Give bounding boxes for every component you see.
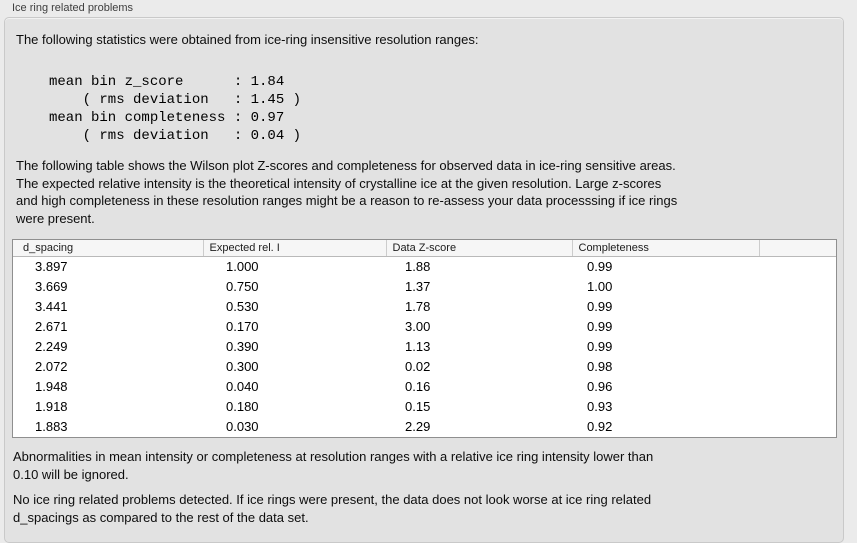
cell-completeness: 0.93 <box>572 396 759 416</box>
cell-data-z-score: 1.13 <box>386 336 572 356</box>
cell-empty <box>759 256 836 276</box>
cell-completeness: 0.99 <box>572 336 759 356</box>
cell-empty <box>759 376 836 396</box>
cell-empty <box>759 356 836 376</box>
cell-expected-rel-i: 0.030 <box>203 416 386 436</box>
cell-completeness: 0.96 <box>572 376 759 396</box>
cell-data-z-score: 0.16 <box>386 376 572 396</box>
cell-expected-rel-i: 0.390 <box>203 336 386 356</box>
table-row[interactable]: 3.669 0.750 1.37 1.00 <box>13 276 836 296</box>
cell-empty <box>759 416 836 436</box>
cell-d-spacing: 1.918 <box>13 396 203 416</box>
cell-completeness: 1.00 <box>572 276 759 296</box>
table-row[interactable]: 1.948 0.040 0.16 0.96 <box>13 376 836 396</box>
cell-expected-rel-i: 0.530 <box>203 296 386 316</box>
table-row[interactable]: 3.897 1.000 1.88 0.99 <box>13 256 836 276</box>
cell-d-spacing: 1.948 <box>13 376 203 396</box>
cell-d-spacing: 2.249 <box>13 336 203 356</box>
cell-empty <box>759 396 836 416</box>
cell-empty <box>759 336 836 356</box>
table-row[interactable]: 2.249 0.390 1.13 0.99 <box>13 336 836 356</box>
ice-ring-panel: The following statistics were obtained f… <box>4 17 844 543</box>
cell-completeness: 0.99 <box>572 296 759 316</box>
stats-intro-text: The following statistics were obtained f… <box>16 32 479 47</box>
table-row[interactable]: 1.883 0.030 2.29 0.92 <box>13 416 836 436</box>
cell-completeness: 0.99 <box>572 256 759 276</box>
cell-d-spacing: 1.883 <box>13 416 203 436</box>
cell-expected-rel-i: 0.170 <box>203 316 386 336</box>
cell-data-z-score: 2.29 <box>386 416 572 436</box>
table-description-text: The following table shows the Wilson plo… <box>16 158 678 226</box>
cell-d-spacing: 3.669 <box>13 276 203 296</box>
ignore-note-text: Abnormalities in mean intensity or compl… <box>13 449 654 482</box>
cell-data-z-score: 0.15 <box>386 396 572 416</box>
cell-empty <box>759 276 836 296</box>
cell-empty <box>759 316 836 336</box>
column-header-completeness[interactable]: Completeness <box>571 240 759 257</box>
column-header-expected-rel-i[interactable]: Expected rel. I <box>202 240 386 257</box>
cell-expected-rel-i: 0.040 <box>203 376 386 396</box>
cell-completeness: 0.98 <box>572 356 759 376</box>
cell-expected-rel-i: 1.000 <box>203 256 386 276</box>
table-header-row: d_spacing Expected rel. I Data Z-score C… <box>13 240 836 257</box>
column-header-d-spacing[interactable]: d_spacing <box>13 240 203 257</box>
cell-d-spacing: 2.671 <box>13 316 203 336</box>
table-row[interactable]: 1.918 0.180 0.15 0.93 <box>13 396 836 416</box>
cell-completeness: 0.92 <box>572 416 759 436</box>
cell-completeness: 0.99 <box>572 316 759 336</box>
cell-expected-rel-i: 0.300 <box>203 356 386 376</box>
cell-data-z-score: 1.88 <box>386 256 572 276</box>
cell-d-spacing: 3.897 <box>13 256 203 276</box>
section-title: Ice ring related problems <box>12 2 134 14</box>
cell-d-spacing: 2.072 <box>13 356 203 376</box>
stats-summary-block: mean bin z_score : 1.84 ( rms deviation … <box>49 74 302 144</box>
column-header-empty <box>758 240 836 257</box>
column-header-data-z-score[interactable]: Data Z-score <box>385 240 572 257</box>
cell-expected-rel-i: 0.750 <box>203 276 386 296</box>
cell-data-z-score: 3.00 <box>386 316 572 336</box>
conclusion-text: No ice ring related problems detected. I… <box>13 492 652 525</box>
cell-empty <box>759 296 836 316</box>
cell-data-z-score: 1.37 <box>386 276 572 296</box>
cell-d-spacing: 3.441 <box>13 296 203 316</box>
cell-data-z-score: 0.02 <box>386 356 572 376</box>
cell-expected-rel-i: 0.180 <box>203 396 386 416</box>
table-row[interactable]: 3.441 0.530 1.78 0.99 <box>13 296 836 316</box>
table-row[interactable]: 2.671 0.170 3.00 0.99 <box>13 316 836 336</box>
table-row[interactable]: 2.072 0.300 0.02 0.98 <box>13 356 836 376</box>
cell-data-z-score: 1.78 <box>386 296 572 316</box>
ice-ring-table[interactable]: d_spacing Expected rel. I Data Z-score C… <box>12 239 837 438</box>
